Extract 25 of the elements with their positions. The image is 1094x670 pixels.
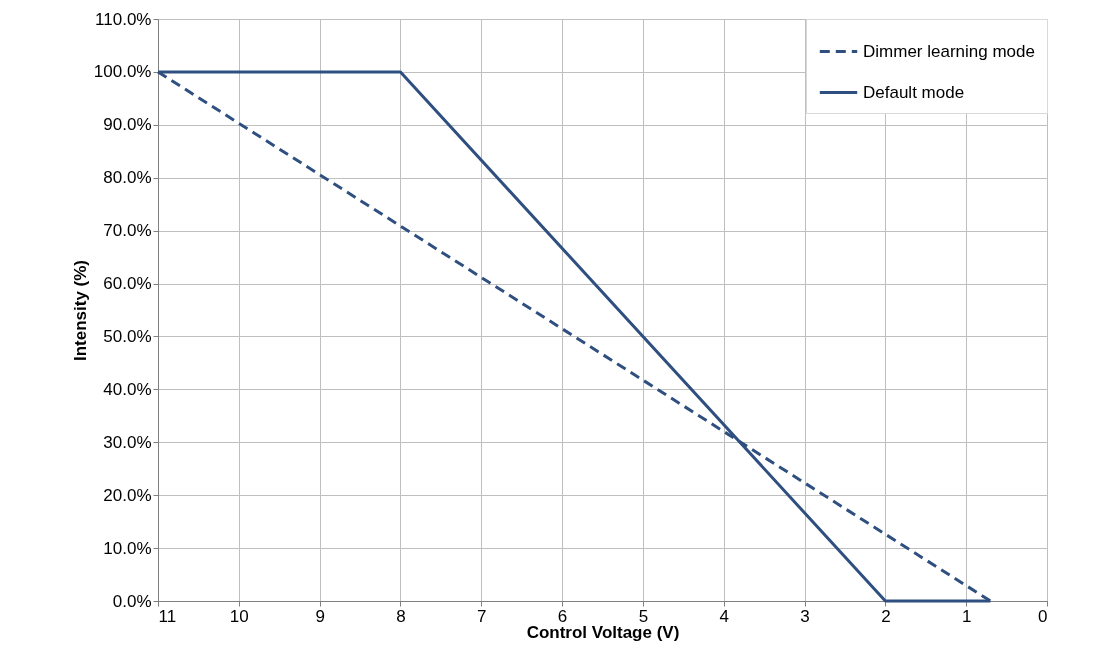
- y-tick-label: 20.0%: [103, 485, 152, 505]
- y-tick-label: 0.0%: [112, 591, 152, 611]
- x-tick-label: 2: [881, 606, 891, 626]
- x-tick-label: 10: [229, 606, 249, 626]
- y-axis-title: Intensity (%): [70, 259, 90, 362]
- legend-label: Dimmer learning mode: [863, 41, 1035, 61]
- y-tick-label: 70.0%: [103, 221, 152, 241]
- y-tick-label: 10.0%: [103, 538, 152, 558]
- x-tick-label: 4: [719, 606, 729, 626]
- x-tick-label: 1: [961, 606, 972, 626]
- y-tick-label: 60.0%: [103, 274, 152, 294]
- x-tick-label: 11: [158, 606, 177, 626]
- y-tick-label: 50.0%: [103, 326, 152, 346]
- legend-label: Default mode: [863, 82, 965, 102]
- y-tick-label: 30.0%: [103, 432, 152, 452]
- y-tick-label: 100.0%: [93, 62, 152, 82]
- x-tick-label: 9: [315, 606, 325, 626]
- y-tick-label: 80.0%: [103, 168, 152, 188]
- x-tick-label: 3: [800, 606, 810, 626]
- x-tick-label: 7: [477, 606, 487, 626]
- y-tick-label: 110.0%: [95, 9, 152, 29]
- y-tick-label: 40.0%: [103, 379, 152, 399]
- x-tick-label: 8: [396, 606, 406, 626]
- x-tick-label: 0: [1038, 606, 1048, 626]
- y-tick-label: 90.0%: [103, 115, 152, 135]
